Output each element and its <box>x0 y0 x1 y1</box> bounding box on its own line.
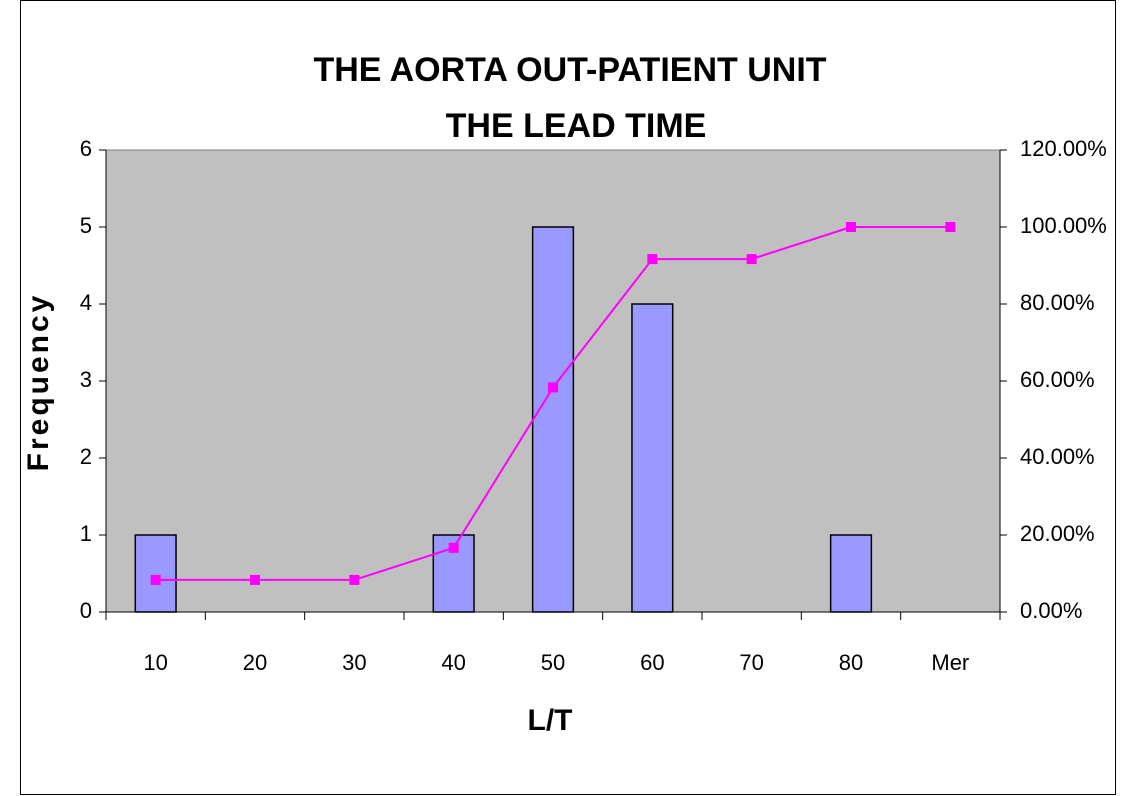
x-tick-label: 80 <box>839 650 863 675</box>
x-tick-label: 60 <box>640 650 664 675</box>
marker <box>349 574 360 585</box>
bar <box>829 534 873 613</box>
chart-title: THE AORTA OUT-PATIENT UNIT <box>313 51 826 89</box>
y2-tick-label: 100.00% <box>1020 213 1107 238</box>
marker <box>846 222 856 232</box>
y-tick-label: 3 <box>80 367 92 392</box>
y2-tick-label: 40.00% <box>1020 444 1095 469</box>
y-tick-label: 5 <box>80 213 92 238</box>
y2-tick-label: 20.00% <box>1020 521 1095 546</box>
chart-subtitle: THE LEAD TIME <box>446 107 707 145</box>
x-tick-label: 30 <box>342 650 366 675</box>
y-tick-label: 2 <box>80 444 92 469</box>
x-tick-label: 70 <box>739 650 763 675</box>
x-axis-title: L/T <box>528 704 573 737</box>
y2-tick-label: 80.00% <box>1020 290 1095 315</box>
y-tick-label: 0 <box>80 598 92 623</box>
marker <box>945 222 956 232</box>
x-tick-label: Mer <box>931 650 969 675</box>
x-tick-label: 10 <box>143 650 167 675</box>
y-axis-title: Frequency <box>22 293 55 472</box>
marker <box>746 254 757 265</box>
bar <box>631 303 674 613</box>
bar <box>134 534 177 613</box>
marker <box>548 382 558 393</box>
marker <box>250 574 260 585</box>
x-tick-label: 40 <box>441 650 465 675</box>
bar <box>531 226 575 613</box>
marker <box>150 574 161 585</box>
y2-tick-label: 60.00% <box>1020 367 1095 392</box>
x-tick-label: 20 <box>243 650 267 675</box>
marker <box>647 254 658 265</box>
y-tick-label: 4 <box>80 290 92 315</box>
marker <box>448 542 459 553</box>
y-tick-label: 1 <box>80 521 92 546</box>
x-tick-label: 50 <box>541 650 565 675</box>
y2-tick-label: 120.00% <box>1020 136 1107 161</box>
y-tick-label: 6 <box>80 136 92 161</box>
y2-tick-label: 0.00% <box>1020 598 1082 623</box>
